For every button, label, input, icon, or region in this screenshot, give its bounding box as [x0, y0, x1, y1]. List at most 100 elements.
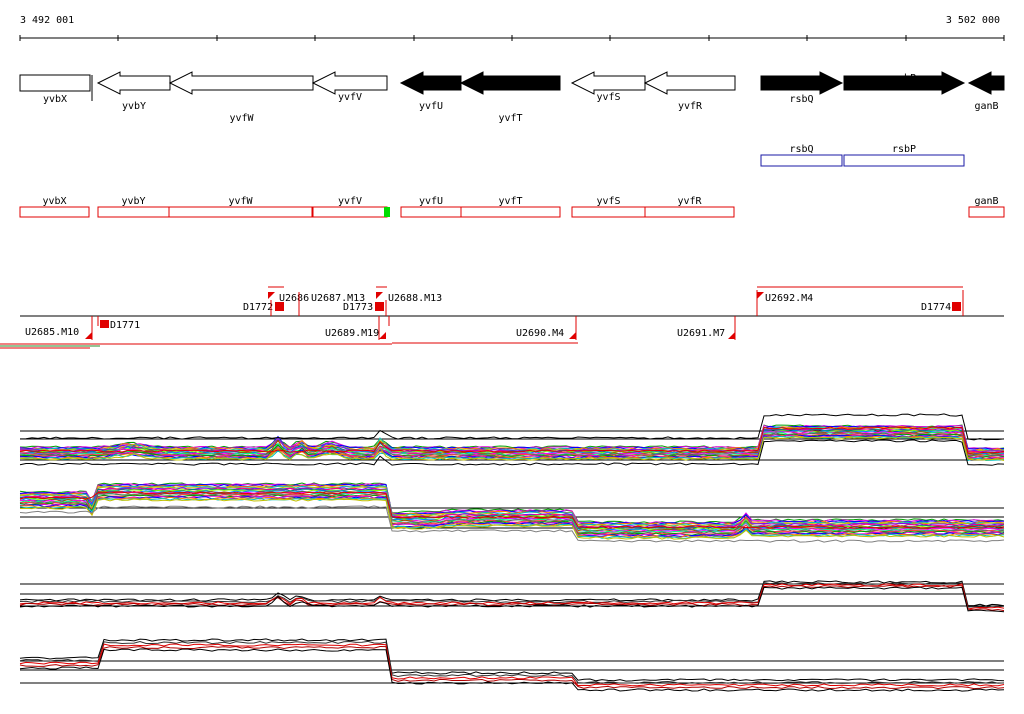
gene-arrow-yvfS[interactable]	[570, 71, 646, 95]
expression-profile-line	[19, 496, 1005, 539]
segment-label-D1772: D1772	[243, 302, 273, 313]
gene-arrow-yvfR[interactable]	[643, 71, 736, 95]
coordinate-ruler: 3 492 001 3 502 000	[19, 15, 1005, 41]
expression-profile-line	[19, 491, 1005, 529]
segment-label-U2685.M10: U2685.M10	[25, 327, 79, 338]
red-feature-label-yvfS: yvfS	[596, 196, 620, 207]
expression-profile-line	[19, 482, 1005, 524]
segment-label-U2692.M4: U2692.M4	[765, 293, 813, 304]
gene-label-ganB: ganB	[974, 101, 998, 112]
expression-profile-line	[19, 640, 1005, 685]
segment-label-U2689.M19: U2689.M19	[325, 328, 379, 339]
segment-block	[275, 302, 284, 311]
segment-label-U2686: U2686	[279, 293, 309, 304]
segment-marker	[268, 292, 275, 299]
ruler-start-label: 3 492 001	[20, 15, 74, 26]
red-feature-yvfW[interactable]	[168, 206, 313, 218]
segment-marker	[376, 292, 383, 299]
expression-profile-line	[19, 483, 1005, 526]
expression-profile-line	[19, 638, 1005, 682]
expression-profile-line	[19, 586, 1005, 613]
red-feature-label-yvfT: yvfT	[498, 196, 522, 207]
red-feature-yvbX[interactable]	[19, 206, 90, 218]
red-feature-yvfT[interactable]	[460, 206, 561, 218]
segment-label-D1771: D1771	[110, 320, 140, 331]
gene-label-yvfV: yvfV	[338, 92, 362, 103]
expression-profile-line	[19, 498, 1005, 540]
gene-arrow-yvfV[interactable]	[311, 71, 388, 95]
blue-annotation-track: rsbQ rsbP	[760, 144, 965, 167]
segment-marker	[85, 332, 92, 339]
gene-arrow-ganB[interactable]	[967, 71, 1005, 95]
expression-profile-line	[19, 426, 1005, 454]
red-feature-yvfS[interactable]	[571, 206, 646, 218]
gene-arrow-yvfT[interactable]	[459, 71, 561, 95]
expression-profile-line	[19, 584, 1005, 612]
green-marker	[384, 207, 390, 217]
red-feature-label-yvfR: yvfR	[677, 196, 702, 207]
gene-label-yvfR: yvfR	[678, 101, 703, 112]
expression-profile-line	[19, 645, 1005, 690]
gene-arrow-yvfU[interactable]	[399, 71, 462, 95]
expression-profile-line	[19, 496, 1005, 538]
red-feature-yvfR[interactable]	[644, 206, 735, 218]
gene-label-yvfU: yvfU	[419, 101, 443, 112]
expression-panel-1	[19, 424, 1005, 462]
gene-label-track: yvbX yvbY yvfW yvfV yvfU yvfT yvfS yvfR rsbQ rsbP…	[43, 73, 999, 124]
segment-marker	[757, 292, 764, 299]
expression-profile-line	[19, 505, 1005, 543]
gene-arrow-track	[19, 71, 1005, 101]
red-feature-yvfU[interactable]	[400, 206, 462, 218]
segment-label-U2690.M4: U2690.M4	[516, 328, 564, 339]
red-feature-label-yvfV: yvfV	[338, 196, 362, 207]
red-feature-yvfV[interactable]	[312, 206, 388, 218]
ruler-end-label: 3 502 000	[946, 15, 1000, 26]
expression-panel-4	[19, 638, 1005, 692]
segment-label-U2691.M7: U2691.M7	[677, 328, 725, 339]
segment-block	[952, 302, 961, 311]
blue-feature-label-rsbP: rsbP	[892, 144, 916, 155]
red-feature-label-yvbX: yvbX	[42, 196, 66, 207]
blue-feature-label-rsbQ: rsbQ	[789, 144, 813, 155]
blue-feature-rsbQ[interactable]	[760, 154, 843, 167]
gene-label-rsbQ: rsbQ	[789, 94, 813, 105]
gene-label-yvbX: yvbX	[43, 94, 67, 105]
segment-label-D1774: D1774	[921, 302, 951, 313]
gene-arrow-yvfW[interactable]	[168, 71, 314, 95]
expression-panel-2-extremes	[19, 491, 1005, 543]
segment-block	[375, 302, 384, 311]
segment-marker	[379, 332, 386, 339]
segment-label-U2687.M13: U2687.M13	[311, 293, 365, 304]
gene-label-rsbP: rsbP	[892, 73, 916, 84]
segment-marker	[728, 332, 735, 339]
expression-profile-line	[19, 494, 1005, 536]
expression-panel-1-extremes	[19, 413, 1005, 466]
red-feature-ganB[interactable]	[968, 206, 1005, 218]
gene-arrow-rsbP[interactable]	[843, 71, 966, 95]
red-feature-label-yvfW: yvfW	[228, 196, 253, 207]
gene-arrow-rsbQ[interactable]	[760, 71, 844, 95]
red-feature-label-ganB: ganB	[974, 196, 998, 207]
expression-profile-line	[19, 436, 1005, 461]
red-feature-label-yvfU: yvfU	[419, 196, 443, 207]
expression-panel-3	[19, 580, 1005, 613]
expression-panels	[19, 413, 1005, 692]
expression-profile-line	[19, 643, 1005, 687]
expression-profile-line	[19, 493, 1005, 535]
segment-marker	[569, 332, 576, 339]
expression-profile-line	[19, 413, 1005, 441]
gene-arrow-yvbX[interactable]	[19, 74, 91, 92]
expression-profile-line	[19, 439, 1005, 466]
gene-label-yvfW: yvfW	[229, 113, 254, 124]
blue-feature-rsbP[interactable]	[843, 154, 965, 167]
gene-arrow-yvbY[interactable]	[96, 71, 171, 95]
red-annotation-track: yvbX yvbY yvfW yvfV yvfU yvfT yvfS yvfR ganB	[19, 196, 1005, 218]
red-feature-yvbY[interactable]	[97, 206, 170, 218]
segment-label-D1773: D1773	[343, 302, 373, 313]
segment-block	[100, 320, 109, 328]
segment-label-U2688.M13: U2688.M13	[388, 293, 442, 304]
red-feature-label-yvbY: yvbY	[121, 196, 145, 207]
expression-panel-2	[19, 482, 1005, 540]
